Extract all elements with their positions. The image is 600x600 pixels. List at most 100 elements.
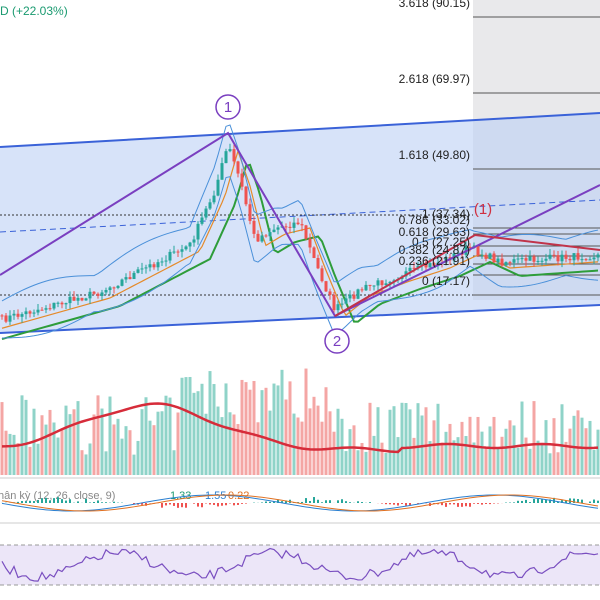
candle-body	[320, 268, 324, 282]
volume-bar	[52, 422, 56, 475]
macd-hist	[57, 497, 59, 503]
fib-label: 1 (37.34)	[422, 207, 470, 221]
macd-hist	[33, 501, 35, 503]
volume-bar	[344, 451, 348, 475]
macd-hist	[317, 499, 319, 503]
macd-hist	[433, 503, 435, 504]
candle-body	[456, 252, 460, 254]
volume-bar	[444, 431, 448, 475]
candle-body	[288, 226, 292, 228]
volume-bar	[224, 383, 228, 475]
volume-bar	[8, 433, 12, 475]
volume-bar	[104, 451, 108, 475]
macd-hist	[489, 503, 491, 505]
candle-body	[256, 233, 260, 242]
volume-bar	[492, 416, 496, 475]
candle-body	[292, 222, 296, 228]
candle-body	[224, 151, 228, 164]
volume-bar	[384, 453, 388, 475]
volume-bar	[36, 443, 40, 475]
rsi-line	[1, 547, 599, 582]
volume-bar	[220, 417, 224, 475]
candle-body	[300, 224, 304, 226]
candle-body	[8, 315, 12, 322]
macd-hist	[17, 501, 19, 503]
candle-body	[560, 254, 564, 262]
volume-bar	[412, 437, 416, 475]
macd-hist	[341, 499, 343, 503]
macd-hist	[97, 500, 99, 503]
volume-bar	[260, 390, 264, 475]
macd-hist	[485, 503, 487, 504]
candle-body	[336, 304, 340, 311]
volume-bar	[148, 420, 152, 475]
macd-hist	[465, 503, 467, 507]
macd-hist	[405, 503, 407, 506]
macd-hist	[389, 503, 391, 505]
candle-body	[312, 247, 316, 258]
wave-label: (1)	[474, 201, 492, 218]
candle-body	[88, 291, 92, 299]
candle-body	[308, 238, 312, 248]
candle-body	[496, 258, 500, 263]
macd-hist	[329, 500, 331, 503]
change-label: D (+22.03%)	[0, 4, 68, 18]
macd-hist	[581, 499, 583, 503]
candle-body	[24, 311, 28, 315]
candle-body	[80, 297, 84, 301]
macd-hist	[37, 499, 39, 503]
macd-hist	[213, 503, 215, 505]
candle-body	[96, 293, 100, 296]
candle-body	[548, 254, 552, 259]
macd-hist	[533, 498, 535, 503]
volume-bar	[456, 437, 460, 475]
volume-bar	[504, 428, 508, 475]
candle-body	[444, 257, 448, 263]
candle-body	[104, 290, 108, 293]
candle-body	[388, 281, 392, 284]
macd-hist	[565, 500, 567, 503]
macd-hist	[197, 503, 199, 507]
candle-body	[240, 173, 244, 187]
candle-body	[92, 291, 96, 294]
volume-bar	[428, 441, 432, 475]
volume-bar	[580, 417, 584, 475]
volume-bar	[552, 418, 556, 475]
volume-bar	[136, 440, 140, 475]
candle-body	[132, 272, 136, 280]
candle-body	[468, 246, 472, 248]
macd-hist	[265, 501, 267, 503]
volume-bar	[316, 405, 320, 475]
macd-hist	[321, 502, 323, 503]
macd-hist	[325, 500, 327, 503]
volume-bar	[60, 429, 64, 475]
candle-body	[352, 294, 356, 299]
candle-body	[552, 254, 556, 256]
candle-body	[568, 258, 572, 261]
volume-bar	[144, 397, 148, 475]
candle-body	[52, 302, 56, 309]
candle-body	[476, 245, 480, 256]
volume-bar	[284, 399, 288, 475]
volume-bar	[80, 450, 84, 475]
volume-bar	[392, 406, 396, 475]
volume-bar	[184, 377, 188, 475]
channel-bottom	[0, 304, 600, 334]
candle-body	[200, 217, 204, 224]
candle-body	[276, 227, 280, 230]
volume-bar	[336, 408, 340, 475]
volume-bar	[76, 401, 80, 475]
candle-body	[116, 285, 120, 288]
macd-hist	[193, 503, 195, 504]
candle-body	[48, 308, 52, 310]
channel-top	[0, 112, 600, 148]
volume-bar	[192, 392, 196, 475]
macd-hist	[525, 499, 527, 503]
candle-body	[524, 258, 528, 261]
candle-body	[144, 267, 148, 269]
volume-bar	[0, 402, 4, 475]
macd-hist	[225, 503, 227, 506]
volume-bar	[360, 442, 364, 475]
layers	[0, 16, 600, 475]
indicator-line	[1, 176, 599, 339]
